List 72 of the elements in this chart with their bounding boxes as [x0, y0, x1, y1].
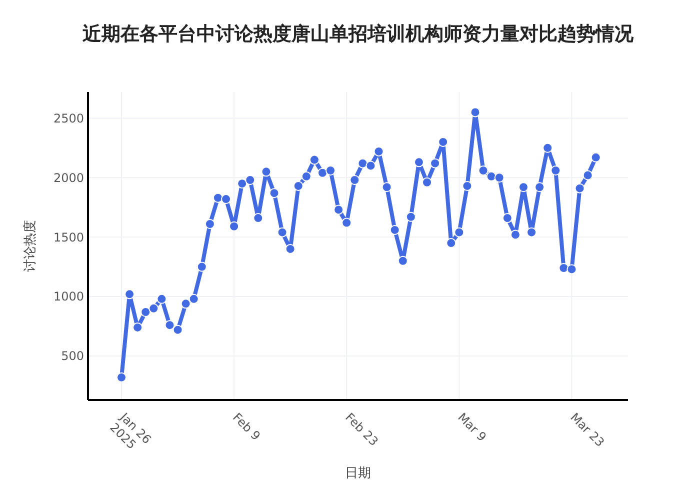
point: [502, 213, 512, 224]
point: [518, 182, 528, 192]
point: [470, 107, 480, 118]
point: [124, 289, 135, 300]
point: [350, 175, 360, 185]
point: [494, 172, 504, 183]
point: [148, 303, 159, 314]
point: [510, 230, 520, 240]
point: [414, 157, 424, 168]
point: [558, 263, 569, 273]
point: [140, 307, 151, 317]
point: [245, 175, 256, 185]
x-axis-title: 日期: [345, 466, 371, 481]
point: [180, 298, 191, 309]
point: [590, 152, 601, 162]
point: [237, 178, 248, 189]
point: [478, 165, 488, 176]
point: [462, 180, 472, 191]
point: [261, 166, 272, 177]
point: [212, 192, 223, 203]
point: [188, 294, 199, 304]
point: [582, 170, 593, 180]
point: [382, 182, 392, 192]
y-tick-label: 1000: [53, 290, 84, 304]
point: [398, 256, 408, 266]
point: [116, 372, 126, 382]
point: [566, 264, 577, 274]
point: [446, 238, 456, 248]
point: [334, 204, 344, 215]
point: [253, 213, 264, 224]
point: [326, 165, 336, 176]
point: [574, 183, 585, 194]
point: [156, 294, 167, 304]
y-tick-label: 500: [61, 349, 84, 364]
x-tick-label: Mar 9: [455, 410, 490, 444]
point: [390, 224, 400, 235]
point: [309, 154, 320, 165]
x-tick-label: Mar 23: [568, 410, 608, 450]
point: [438, 136, 448, 147]
point: [269, 188, 280, 198]
y-tick-label: 2000: [53, 170, 84, 185]
point: [164, 320, 175, 330]
point: [285, 244, 296, 254]
point: [422, 177, 432, 188]
y-tick-label: 2500: [53, 111, 84, 126]
x-tick-label: Feb 9: [230, 410, 264, 444]
point: [486, 171, 496, 182]
point: [221, 194, 232, 204]
point: [293, 180, 304, 191]
point: [132, 322, 143, 332]
x-tick-label: Feb 23: [342, 410, 381, 449]
point: [317, 168, 328, 178]
point: [358, 158, 368, 168]
point: [406, 212, 416, 222]
point: [454, 227, 464, 238]
y-axis-title: 讨论热度: [22, 220, 38, 272]
point: [277, 227, 288, 238]
point: [172, 324, 183, 335]
point: [374, 146, 384, 156]
point: [534, 182, 545, 192]
point: [342, 218, 352, 228]
chart-title: 近期在各平台中讨论热度唐山单招培训机构师资力量对比趋势情况: [82, 23, 634, 45]
y-tick-label: 1500: [53, 230, 84, 244]
point: [301, 171, 312, 182]
point: [542, 142, 553, 153]
point: [430, 158, 440, 168]
point: [196, 262, 207, 272]
point: [550, 165, 561, 176]
point: [229, 221, 240, 232]
point: [526, 227, 537, 238]
point: [204, 219, 215, 229]
point: [366, 160, 376, 171]
